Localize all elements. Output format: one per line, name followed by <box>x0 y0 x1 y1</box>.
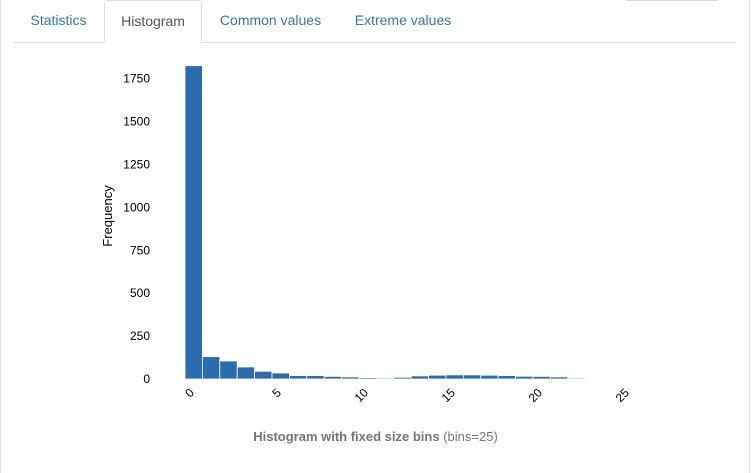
x-tick-label: 0 <box>182 385 197 400</box>
histogram-bar <box>201 356 221 380</box>
y-tick-label: 750 <box>130 243 150 257</box>
bars-group <box>184 65 621 380</box>
x-axis-ticks: 0 5 10 15 20 25 <box>182 385 632 405</box>
x-tick-label: 10 <box>352 385 372 405</box>
histogram-bar <box>271 372 290 380</box>
histogram-bar <box>497 375 517 380</box>
y-tick-label: 1500 <box>123 115 150 129</box>
x-tick-label: 25 <box>613 385 633 405</box>
histogram-bar <box>393 376 412 380</box>
y-tick-label: 250 <box>130 329 150 343</box>
histogram-bar <box>480 374 499 380</box>
y-tick-label: 0 <box>143 372 150 386</box>
histogram-bar <box>341 376 360 380</box>
y-tick-label: 500 <box>130 286 150 300</box>
tab-histogram[interactable]: Histogram <box>104 0 202 43</box>
panel-left-border <box>0 0 1 473</box>
chart-caption: Histogram with fixed size bins (bins=25) <box>0 429 751 444</box>
x-tick-label: 15 <box>439 385 459 405</box>
y-tick-label: 1750 <box>123 72 150 86</box>
histogram-bar <box>288 375 308 380</box>
tab-statistics[interactable]: Statistics <box>30 12 87 28</box>
caption-title: Histogram with fixed size bins <box>253 429 440 444</box>
histogram-bar <box>358 377 377 380</box>
x-tick-label: 5 <box>269 385 284 400</box>
histogram-bar <box>254 370 273 380</box>
tab-extreme-values[interactable]: Extreme values <box>354 12 452 28</box>
tab-bar: Statistics Histogram Common values Extre… <box>13 0 736 43</box>
histogram-bar <box>550 376 569 380</box>
histogram-bar <box>219 360 238 380</box>
histogram-bar <box>584 378 604 380</box>
tab-common-values[interactable]: Common values <box>219 12 322 28</box>
y-axis-label: Frequency <box>100 185 115 247</box>
histogram-bar <box>532 376 551 380</box>
y-axis-ticks: 0 250 500 750 1000 1250 1500 1750 <box>123 72 150 386</box>
histogram-bar <box>236 366 255 380</box>
histogram-bar <box>375 377 395 380</box>
histogram-bar <box>515 375 534 380</box>
histogram-bar <box>323 376 343 380</box>
histogram-bar <box>428 374 447 380</box>
histogram-bar <box>462 374 482 380</box>
histogram-bar <box>410 375 430 380</box>
panel-top-edge <box>626 0 718 1</box>
panel-right-border <box>749 0 750 473</box>
histogram-bar <box>184 65 203 380</box>
y-tick-label: 1250 <box>123 157 150 171</box>
histogram-bar <box>567 377 586 380</box>
histogram-bar <box>445 374 464 380</box>
y-tick-label: 1000 <box>123 200 150 214</box>
x-tick-label: 20 <box>526 385 546 405</box>
caption-suffix: (bins=25) <box>443 429 498 444</box>
histogram-bar <box>306 375 325 380</box>
